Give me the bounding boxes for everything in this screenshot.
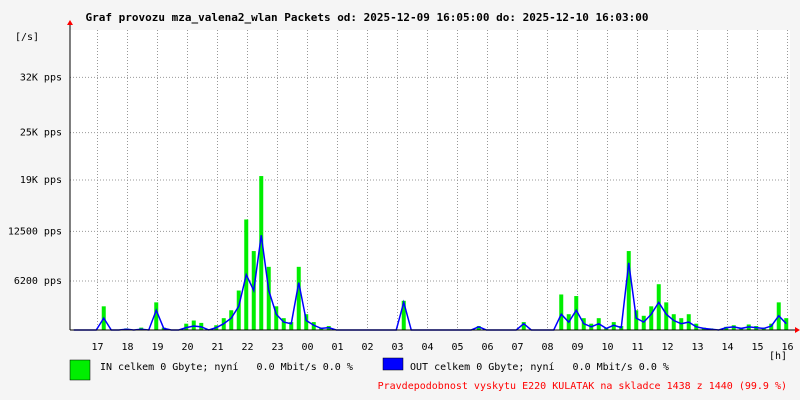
- x-tick-label: 06: [481, 342, 493, 353]
- in-bar: [154, 302, 159, 330]
- x-tick-label: 22: [241, 342, 253, 353]
- in-bar: [401, 300, 406, 330]
- in-bar: [664, 302, 669, 330]
- in-bar: [784, 318, 789, 330]
- in-bar: [731, 325, 736, 330]
- x-tick-label: 08: [541, 342, 553, 353]
- in-bar: [296, 266, 301, 330]
- x-tick-label: 13: [691, 342, 703, 353]
- x-tick-label: 12: [661, 342, 673, 353]
- in-bar: [574, 296, 579, 330]
- y-tick-label: 19K pps: [20, 175, 62, 186]
- in-bar: [184, 323, 189, 330]
- in-bar: [769, 323, 774, 330]
- in-bar: [656, 284, 661, 330]
- in-bar: [671, 314, 676, 330]
- y-tick-label: 32K pps: [20, 72, 62, 83]
- x-tick-label: 19: [151, 342, 163, 353]
- legend-label: OUT celkem 0 Gbyte; nyní 0.0 Mbit/s 0.0 …: [410, 361, 669, 373]
- in-bar: [274, 306, 279, 330]
- x-tick-label: 02: [361, 342, 373, 353]
- x-tick-label: 20: [181, 342, 193, 353]
- in-bar: [559, 294, 564, 330]
- x-tick-label: 01: [331, 342, 343, 353]
- x-tick-label: 03: [391, 342, 403, 353]
- x-tick-label: 21: [211, 342, 223, 353]
- in-bar: [649, 306, 654, 330]
- x-tick-label: 07: [511, 342, 523, 353]
- x-tick-label: 11: [631, 342, 643, 353]
- x-tick-label: 04: [421, 342, 433, 353]
- in-bar: [289, 322, 294, 330]
- footer-note: Pravdepodobnost vyskytu E220 KULATAK na …: [378, 381, 787, 392]
- x-tick-label: 15: [751, 342, 763, 353]
- x-tick-label: 00: [301, 342, 313, 353]
- x-tick-label: 10: [601, 342, 613, 353]
- x-tick-label: 23: [271, 342, 283, 353]
- y-axis-arrow: [67, 20, 73, 25]
- y-axis-label: [/s]: [15, 32, 39, 43]
- legend-swatch: [382, 357, 404, 371]
- x-tick-label: 17: [91, 342, 103, 353]
- legend-swatch: [69, 359, 91, 381]
- in-bar: [236, 290, 241, 330]
- y-tick-label: 6200 pps: [14, 276, 62, 287]
- in-bar: [191, 320, 196, 330]
- x-axis-arrow: [795, 327, 800, 333]
- in-bar: [266, 266, 271, 330]
- in-bar: [634, 310, 639, 330]
- in-bar: [259, 176, 264, 330]
- x-tick-label: 05: [451, 342, 463, 353]
- x-tick-label: 09: [571, 342, 583, 353]
- x-tick-label: 14: [721, 342, 733, 353]
- x-axis-label: [h]: [769, 351, 787, 362]
- in-bar: [281, 318, 286, 330]
- y-tick-label: 12500 pps: [8, 226, 62, 237]
- in-bar: [304, 314, 309, 330]
- in-bar: [724, 326, 729, 330]
- in-bar: [521, 322, 526, 330]
- x-tick-label: 16: [781, 342, 793, 353]
- in-bar: [229, 310, 234, 330]
- in-bar: [476, 326, 481, 330]
- y-tick-label: 25K pps: [20, 128, 62, 139]
- chart-title: Graf provozu mza_valena2_wlan Packets od…: [86, 11, 649, 24]
- x-tick-label: 18: [121, 342, 133, 353]
- in-bar: [626, 251, 631, 330]
- legend-label: IN celkem 0 Gbyte; nyní 0.0 Mbit/s 0.0 %: [100, 361, 353, 373]
